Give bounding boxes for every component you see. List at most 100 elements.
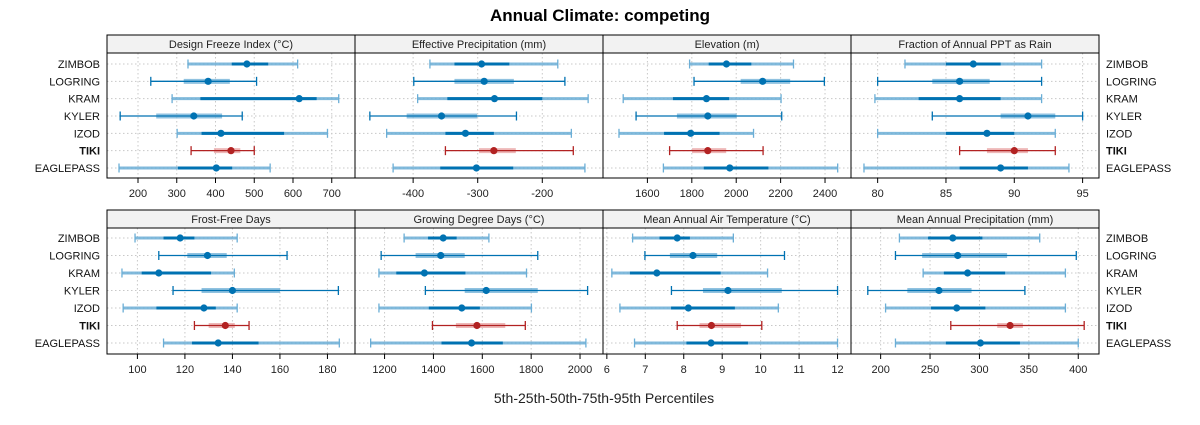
site-interval-kyler: [867, 286, 1026, 295]
site-interval-eaglepass: [863, 163, 1070, 173]
panel-title: Frost-Free Days: [191, 214, 271, 226]
site-label-kram: KRAM: [1106, 268, 1138, 280]
site-interval-izod: [176, 128, 329, 138]
site-interval-logring: [894, 251, 1077, 260]
x-tick-label: 400: [1069, 364, 1087, 376]
site-interval-eaglepass: [369, 338, 587, 348]
x-tick-label: 2400: [813, 188, 837, 200]
site-interval-kyler: [670, 286, 839, 295]
site-interval-izod: [876, 128, 1056, 138]
site-interval-zimbob: [898, 233, 1041, 243]
panel-5: Frost-Free Days 100 120 140 160 180 ZIMBOB LOGR…: [35, 209, 356, 376]
median-point: [221, 321, 229, 330]
x-tick-label: 300: [970, 364, 988, 376]
x-tick-label: 100: [128, 364, 146, 376]
median-point: [689, 251, 697, 260]
site-interval-izod: [378, 303, 533, 313]
site-label-eaglepass: EAGLEPASS: [1106, 338, 1171, 350]
x-tick-label: 700: [323, 188, 341, 200]
site-label-zimbob: ZIMBOB: [1106, 59, 1148, 71]
site-interval-logring: [150, 76, 258, 86]
site-interval-izod: [619, 303, 779, 313]
median-point: [1006, 321, 1014, 330]
x-tick-label: 1600: [470, 364, 494, 376]
x-tick-label: 250: [921, 364, 939, 376]
site-label-zimbob: ZIMBOB: [1106, 233, 1148, 245]
x-tick-label: 2000: [724, 188, 748, 200]
site-label-tiki: TIKI: [79, 146, 100, 158]
median-point: [759, 77, 767, 85]
median-point: [461, 129, 470, 137]
site-interval-izod: [618, 128, 755, 138]
x-tick-label: 1400: [421, 364, 445, 376]
median-point: [1010, 147, 1018, 155]
site-interval-logring: [693, 76, 826, 86]
site-interval-zimbob: [134, 233, 238, 243]
x-tick-label: -300: [467, 188, 489, 200]
site-interval-kram: [622, 94, 782, 104]
panel-title: Growing Degree Days (°C): [414, 214, 545, 226]
site-label-kram: KRAM: [1106, 94, 1138, 106]
panel-8: Mean Annual Precipitation (mm) 200 250 300 3…: [850, 209, 1171, 376]
median-point: [722, 60, 731, 68]
median-point: [684, 304, 692, 312]
x-tick-label: 350: [1020, 364, 1038, 376]
x-tick-label: 140: [223, 364, 241, 376]
panel-title: Fraction of Annual PPT as Rain: [898, 39, 1051, 51]
site-label-kyler: KYLER: [1106, 111, 1142, 123]
site-interval-eaglepass: [392, 163, 586, 173]
median-point: [673, 234, 681, 242]
x-tick-label: 10: [755, 364, 767, 376]
site-label-logring: LOGRING: [49, 251, 100, 263]
panel-title: Effective Precipitation (mm): [412, 39, 546, 51]
median-point: [956, 95, 964, 103]
site-interval-zimbob: [187, 59, 299, 69]
site-interval-izod: [884, 303, 1067, 313]
x-tick-label: 200: [129, 188, 147, 200]
median-point: [702, 95, 711, 103]
site-interval-kyler: [172, 286, 340, 295]
site-label-kram: KRAM: [68, 94, 100, 106]
x-tick-label: 7: [642, 364, 648, 376]
x-tick-label: 12: [831, 364, 843, 376]
site-interval-zimbob: [631, 233, 734, 243]
median-point: [439, 234, 447, 242]
median-point: [212, 164, 220, 172]
site-label-kyler: KYLER: [1106, 286, 1142, 298]
median-point: [1024, 112, 1032, 120]
median-point: [490, 95, 499, 103]
site-label-eaglepass: EAGLEPASS: [35, 338, 100, 350]
site-label-zimbob: ZIMBOB: [58, 59, 100, 71]
median-point: [726, 164, 734, 172]
panel-title: Mean Annual Air Temperature (°C): [643, 214, 810, 226]
site-interval-kram: [874, 94, 1043, 104]
panels-group: Design Freeze Index (°C) 200 300 400 500 600 7…: [35, 34, 1171, 376]
x-tick-label: 160: [271, 364, 289, 376]
site-interval-kram: [416, 94, 589, 104]
median-point: [228, 286, 237, 295]
median-point: [472, 164, 481, 172]
x-tick-label: 1600: [635, 188, 659, 200]
panel-title: Elevation (m): [695, 39, 760, 51]
median-point: [949, 234, 957, 242]
site-interval-tiki: [958, 146, 1056, 156]
x-tick-label: 400: [206, 188, 224, 200]
site-interval-zimbob: [403, 233, 490, 243]
site-interval-logring: [380, 251, 539, 260]
median-point: [963, 269, 972, 277]
x-tick-label: 200: [871, 364, 889, 376]
x-tick-label: 9: [719, 364, 725, 376]
x-tick-label: 90: [1008, 188, 1020, 200]
median-point: [204, 77, 212, 85]
site-interval-eaglepass: [662, 163, 839, 173]
site-label-kyler: KYLER: [64, 111, 100, 123]
median-point: [490, 147, 498, 155]
panel-border: [850, 52, 1100, 179]
site-interval-tiki: [950, 321, 1085, 330]
median-point: [704, 112, 712, 120]
median-point: [458, 304, 466, 312]
panel-4: Fraction of Annual PPT as Rain 80 85 90 95 ZI…: [850, 34, 1171, 200]
median-point: [983, 129, 991, 137]
site-interval-kyler: [931, 111, 1084, 121]
median-point: [956, 77, 964, 85]
